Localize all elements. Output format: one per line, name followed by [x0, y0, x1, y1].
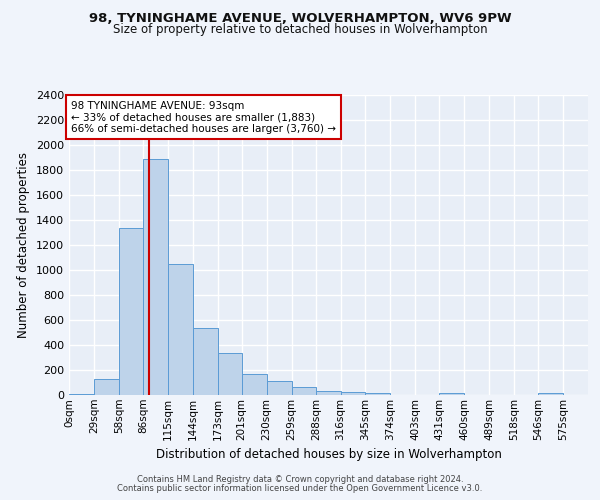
Bar	[266, 381, 292, 395]
Text: 98, TYNINGHAME AVENUE, WOLVERHAMPTON, WV6 9PW: 98, TYNINGHAME AVENUE, WOLVERHAMPTON, WV…	[89, 12, 511, 26]
Bar	[538, 393, 563, 395]
Text: Contains HM Land Registry data © Crown copyright and database right 2024.: Contains HM Land Registry data © Crown c…	[137, 475, 463, 484]
Text: 98 TYNINGHAME AVENUE: 93sqm
← 33% of detached houses are smaller (1,883)
66% of : 98 TYNINGHAME AVENUE: 93sqm ← 33% of det…	[71, 100, 336, 134]
Bar	[218, 352, 242, 395]
X-axis label: Distribution of detached houses by size in Wolverhampton: Distribution of detached houses by size …	[155, 448, 502, 461]
Bar	[242, 374, 266, 395]
Bar	[94, 379, 119, 395]
Bar	[168, 264, 193, 395]
Bar	[316, 390, 341, 395]
Bar	[341, 392, 365, 395]
Text: Contains public sector information licensed under the Open Government Licence v3: Contains public sector information licen…	[118, 484, 482, 493]
Bar	[143, 159, 168, 395]
Bar	[193, 328, 218, 395]
Bar	[119, 228, 143, 395]
Bar	[439, 392, 464, 395]
Y-axis label: Number of detached properties: Number of detached properties	[17, 152, 31, 338]
Text: Size of property relative to detached houses in Wolverhampton: Size of property relative to detached ho…	[113, 24, 487, 36]
Bar	[292, 387, 316, 395]
Bar	[365, 393, 391, 395]
Bar	[69, 394, 94, 395]
